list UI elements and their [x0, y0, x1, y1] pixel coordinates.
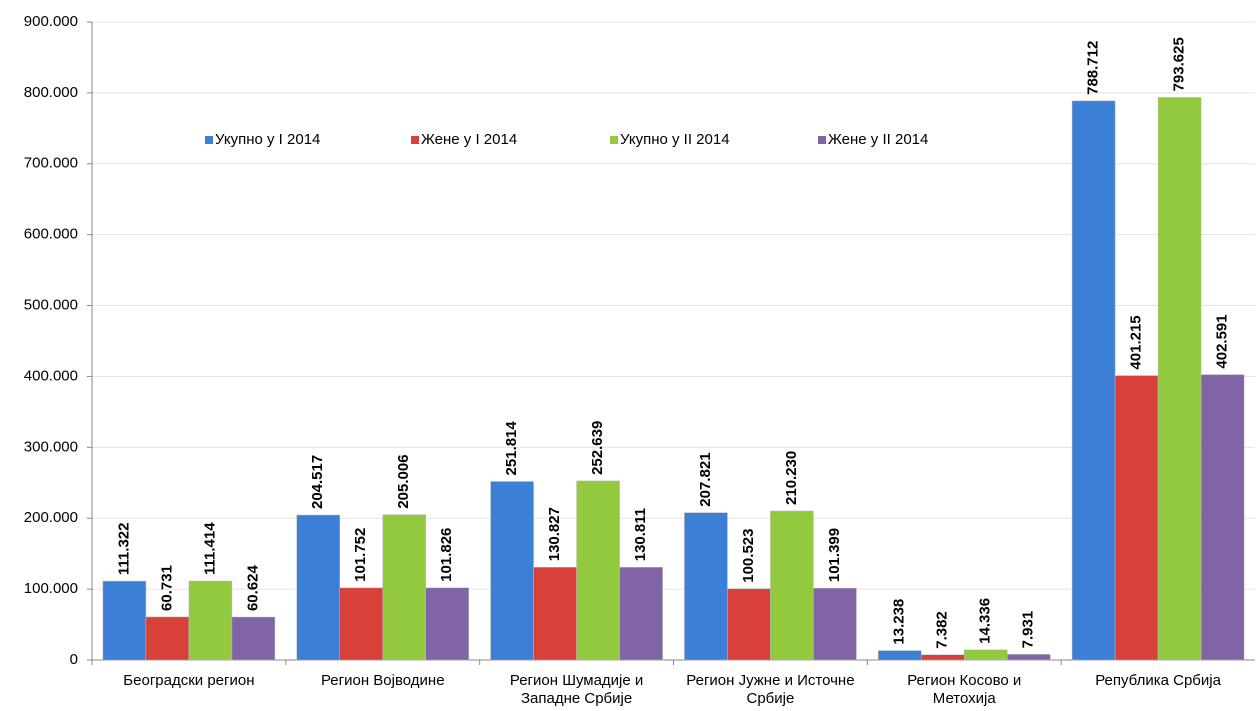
data-label: 205.006 — [395, 454, 412, 508]
legend-swatch — [205, 136, 213, 144]
y-tick-label: 300.000 — [24, 438, 78, 455]
data-label: 60.731 — [158, 565, 175, 611]
x-tick-label: Република Србија — [1095, 672, 1221, 689]
y-tick-label: 600.000 — [24, 226, 78, 243]
y-tick-label: 400.000 — [24, 367, 78, 384]
x-tick-label: Регион Јужне и Источне Србије — [686, 672, 855, 707]
y-tick-label: 100.000 — [24, 580, 78, 597]
data-label: 204.517 — [309, 455, 326, 509]
bar — [1157, 97, 1202, 661]
legend-swatch — [818, 136, 826, 144]
legend-swatch — [411, 136, 419, 144]
legend-swatch — [610, 136, 618, 144]
data-label: 252.639 — [589, 421, 606, 475]
legend-label: Укупно у II 2014 — [620, 131, 730, 148]
bar — [1200, 374, 1245, 661]
y-tick-label: 700.000 — [24, 155, 78, 172]
x-tick-label: Регион Косово и Метохија — [907, 672, 1022, 707]
bar — [964, 649, 1008, 661]
bar — [576, 480, 620, 661]
legend-label: Жене у I 2014 — [421, 131, 517, 148]
bar — [533, 567, 577, 661]
x-tick-label: Регион Војводине — [320, 672, 445, 689]
bar — [684, 512, 728, 661]
data-label: 402.591 — [1214, 314, 1231, 368]
bar — [1071, 100, 1116, 661]
data-label: 401.215 — [1128, 315, 1145, 369]
bar — [878, 650, 922, 661]
data-label: 7.931 — [1020, 611, 1037, 649]
legend-label: Укупно у I 2014 — [215, 131, 320, 148]
data-label: 100.523 — [740, 529, 757, 583]
y-tick-label: 800.000 — [24, 84, 78, 101]
data-label: 14.336 — [977, 598, 994, 644]
data-label: 13.238 — [891, 599, 908, 645]
bar — [102, 580, 147, 661]
data-label: 7.382 — [934, 611, 951, 649]
data-label: 251.814 — [503, 421, 520, 476]
y-tick-label: 500.000 — [24, 297, 78, 314]
data-label: 101.826 — [438, 528, 455, 582]
bar — [921, 654, 965, 661]
bar — [339, 587, 383, 661]
bar — [813, 587, 857, 661]
bar — [490, 481, 534, 661]
x-tick-label: Регион Шумадије и Западне Србије — [509, 672, 644, 707]
legend-label: Жене у II 2014 — [828, 131, 928, 148]
bar — [145, 616, 190, 661]
bar — [1114, 375, 1159, 661]
data-label: 210.230 — [783, 451, 800, 505]
bar — [296, 514, 340, 661]
bar — [770, 510, 814, 661]
bar — [425, 587, 469, 661]
bar — [188, 580, 233, 661]
data-label: 793.625 — [1171, 37, 1188, 91]
bar — [727, 588, 771, 661]
data-label: 60.624 — [244, 564, 261, 611]
bar — [382, 514, 426, 661]
x-tick-label: Београдски регион — [123, 672, 255, 689]
y-tick-label: 900.000 — [24, 13, 78, 30]
data-label: 207.821 — [697, 452, 714, 506]
bar — [231, 616, 276, 661]
data-label: 101.752 — [352, 528, 369, 582]
bar — [619, 567, 663, 661]
data-label: 101.399 — [826, 528, 843, 582]
data-label: 111.322 — [115, 523, 132, 576]
data-label: 130.827 — [546, 507, 563, 561]
y-tick-label: 200.000 — [24, 509, 78, 526]
data-label: 788.712 — [1085, 41, 1102, 95]
bar — [1007, 654, 1051, 661]
y-tick-label: 0 — [70, 651, 78, 668]
data-label: 111.414 — [201, 522, 218, 575]
data-label: 130.811 — [632, 508, 649, 561]
